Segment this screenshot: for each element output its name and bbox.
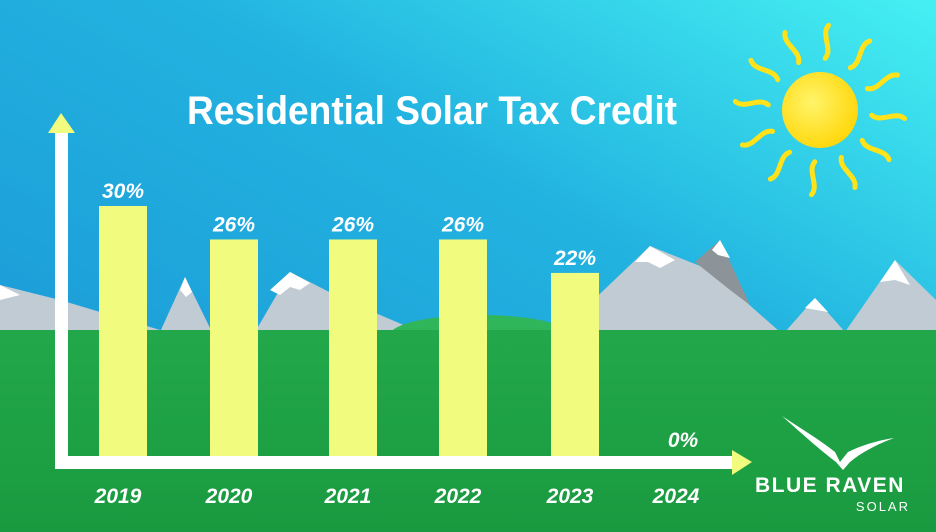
bar-2019 [99,206,147,457]
data-label-2019: 30% [102,180,144,203]
blue-raven-logo: BLUE RAVEN SOLAR [755,416,910,514]
sun-ray [732,99,771,108]
data-label-2022: 26% [441,213,484,236]
sun-ray [822,22,831,61]
x-tick-label-2022: 2022 [434,485,482,508]
data-label-2021: 26% [331,213,374,236]
bar-2023 [551,272,599,457]
sun-ray [740,128,776,148]
sun-icon [732,22,908,198]
sun-ray [767,149,793,182]
x-tick-label-2019: 2019 [94,485,142,508]
x-tick-label-2023: 2023 [546,485,594,508]
sun-ray [782,30,802,66]
bar-2020 [210,239,258,457]
x-tick-label-2024: 2024 [652,485,700,508]
sun-ray [838,154,858,190]
raven-icon [782,416,894,470]
sun-ray [859,137,892,163]
mountains [0,240,936,355]
sun-ray [864,72,900,92]
x-tick-label-2020: 2020 [205,485,253,508]
sun-ray [847,38,873,71]
bar-2022 [439,239,487,457]
x-tick-label-2021: 2021 [324,485,372,508]
chart-title: Residential Solar Tax Credit [187,89,677,133]
data-label-2023: 22% [553,247,596,270]
y-axis [48,113,75,468]
data-label-2024: 0% [668,429,699,452]
sun-ray [809,159,818,198]
x-axis [55,450,752,475]
logo-sub: SOLAR [856,499,910,514]
data-label-2020: 26% [212,213,255,236]
sun-ray [748,57,781,83]
bar-2021 [329,239,377,457]
sun-ray [869,112,908,121]
logo-name: BLUE RAVEN [755,474,905,497]
